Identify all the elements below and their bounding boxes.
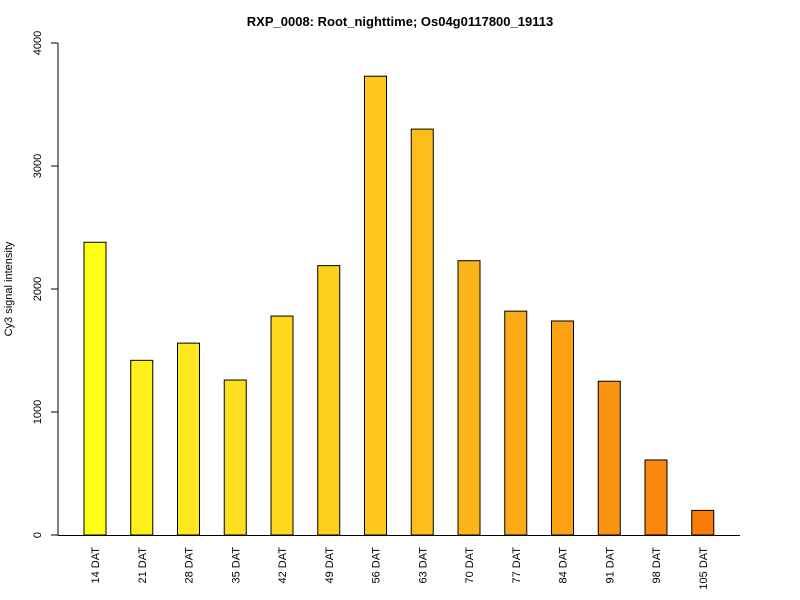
x-tick-label: 91 DAT xyxy=(604,547,616,584)
bar-35-dat xyxy=(223,379,247,536)
x-tick-label: 28 DAT xyxy=(184,547,196,584)
bar-56-dat xyxy=(364,75,387,536)
bar-49-dat xyxy=(317,265,341,536)
bars-group xyxy=(83,75,715,536)
y-axis-label: Cy3 signal intensity xyxy=(3,241,15,336)
bar-21-dat xyxy=(130,359,154,536)
y-tick-label: 1000 xyxy=(32,400,44,424)
bar-84-dat xyxy=(551,320,574,536)
x-tick-labels: 14 DAT 21 DAT 28 DAT 35 DAT 42 DAT 49 DAT 56 D… xyxy=(90,547,710,590)
bar-28-dat xyxy=(177,342,200,536)
x-tick-label: 105 DAT xyxy=(698,547,710,590)
bar-63-dat xyxy=(410,128,434,536)
x-tick-label: 70 DAT xyxy=(464,547,476,584)
bar-14-dat xyxy=(83,241,107,536)
x-tick-label: 35 DAT xyxy=(230,547,242,584)
x-tick-label: 77 DAT xyxy=(511,547,523,584)
y-tick-label: 3000 xyxy=(32,154,44,178)
x-tick-label: 63 DAT xyxy=(417,547,429,584)
x-tick-label: 42 DAT xyxy=(277,547,289,584)
x-tick-label: 98 DAT xyxy=(651,547,663,584)
bar-91-dat xyxy=(597,380,621,536)
x-tick-label: 14 DAT xyxy=(90,547,102,584)
x-tick-label: 84 DAT xyxy=(558,547,570,584)
bar-77-dat xyxy=(504,310,528,536)
bar-105-dat xyxy=(691,509,715,536)
x-tick-label: 56 DAT xyxy=(371,547,383,584)
chart-title: RXP_0008: Root_nighttime; Os04g0117800_1… xyxy=(247,14,553,29)
y-tick-label: 4000 xyxy=(32,31,44,55)
bar-42-dat xyxy=(270,315,294,536)
x-tick-label: 21 DAT xyxy=(137,547,149,584)
y-tick-label: 0 xyxy=(32,532,44,538)
y-tick-label: 2000 xyxy=(32,277,44,301)
x-tick-label: 49 DAT xyxy=(324,547,336,584)
bar-70-dat xyxy=(457,260,481,536)
y-axis: 0 1000 2000 3000 4000 xyxy=(32,31,59,538)
bar-98-dat xyxy=(644,459,668,536)
